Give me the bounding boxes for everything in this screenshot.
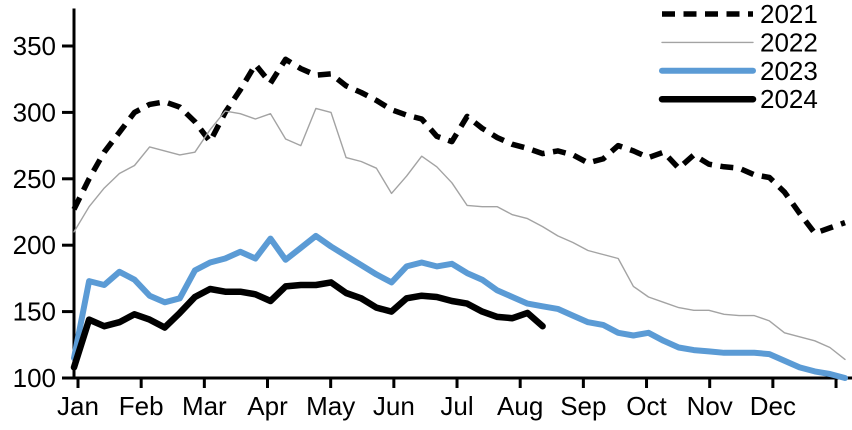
x-tick-label: Oct — [626, 391, 667, 421]
x-tick-label: Sep — [560, 391, 606, 421]
x-tick-label: Nov — [687, 391, 733, 421]
legend-2024-label: 2024 — [760, 84, 818, 114]
x-tick-label: Jul — [440, 391, 473, 421]
x-tick-label: May — [306, 391, 355, 421]
series-2021-line — [71, 56, 846, 236]
y-axis-ticks: 100 150 200 250 300 350 — [13, 31, 74, 393]
x-tick-label: Jan — [57, 391, 99, 421]
axes — [72, 8, 852, 380]
legend-2021-label: 2021 — [760, 0, 818, 29]
legend-2023-label: 2023 — [760, 56, 818, 86]
legend-2022-label: 2022 — [760, 27, 818, 57]
series-2023-line — [71, 232, 848, 381]
series-lines — [70, 56, 848, 381]
x-tick-label: Mar — [182, 391, 227, 421]
x-tick-label: Dec — [750, 391, 796, 421]
y-tick-label: 250 — [13, 164, 56, 194]
x-tick-label: Aug — [497, 391, 543, 421]
x-tick-label: Jun — [373, 391, 415, 421]
y-tick-label: 100 — [13, 363, 56, 393]
series-2022-line — [73, 107, 846, 361]
y-tick-label: 150 — [13, 297, 56, 327]
x-axis-ticks: Jan Feb Mar Apr May Jun Jul Aug Sep Oct Nov Dec — [57, 378, 838, 421]
y-tick-label: 200 — [13, 230, 56, 260]
series-2024-line — [70, 279, 546, 371]
x-tick-label: Apr — [247, 391, 288, 421]
y-tick-label: 300 — [13, 97, 56, 127]
x-tick-label: Feb — [119, 391, 164, 421]
y-tick-label: 350 — [13, 31, 56, 61]
